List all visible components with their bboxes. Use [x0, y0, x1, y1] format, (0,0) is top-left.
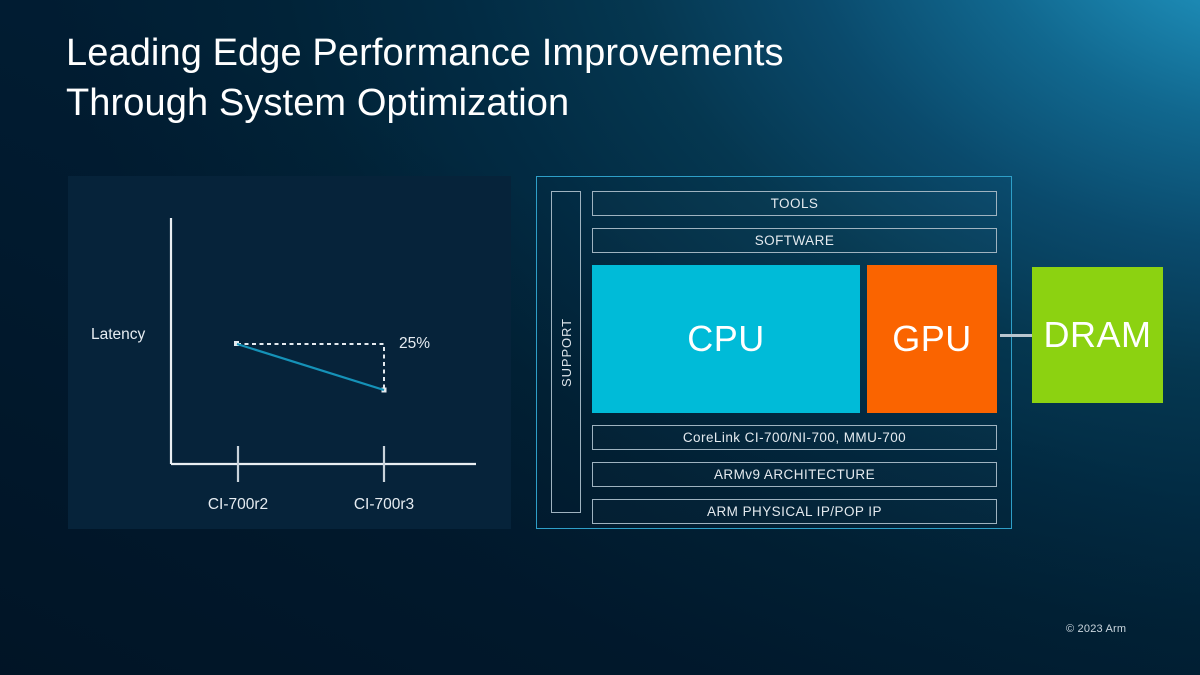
gpu-block: GPU [867, 265, 997, 413]
dram-connector-line [1000, 334, 1032, 337]
support-label: SUPPORT [558, 317, 574, 387]
bracket-start-marker [234, 341, 239, 346]
support-column: SUPPORT [551, 191, 581, 513]
latency-chart-panel: Latency 25% CI-700r2 CI-700r3 [68, 176, 511, 529]
diagram-row-corelink: CoreLink CI-700/NI-700, MMU-700 [592, 425, 997, 450]
chart-xtick-label-1: CI-700r3 [354, 496, 414, 513]
chart-series-latency [236, 342, 385, 392]
diagram-stack: TOOLS SOFTWARE CPU GPU CoreLink CI-700/N… [592, 191, 997, 524]
diagram-row-software: SOFTWARE [592, 228, 997, 253]
chart-xtick-label-0: CI-700r2 [208, 496, 268, 513]
dram-block: DRAM [1032, 267, 1163, 403]
chart-reduction-bracket [237, 343, 385, 390]
chart-ylabel: Latency [91, 326, 146, 343]
chart-annotation-25pct: 25% [399, 335, 430, 352]
copyright-footer: © 2023 Arm [1066, 623, 1127, 635]
cpu-block: CPU [592, 265, 860, 413]
page-title: Leading Edge Performance Improvements Th… [66, 32, 784, 124]
diagram-core-row: CPU GPU [592, 265, 997, 413]
arm-system-diagram: SUPPORT TOOLS SOFTWARE CPU GPU CoreLink … [536, 176, 1012, 529]
diagram-row-armv9: ARMv9 ARCHITECTURE [592, 462, 997, 487]
diagram-row-physical-ip: ARM PHYSICAL IP/POP IP [592, 499, 997, 524]
latency-chart: Latency 25% CI-700r2 CI-700r3 [91, 218, 476, 513]
diagram-row-tools: TOOLS [592, 191, 997, 216]
